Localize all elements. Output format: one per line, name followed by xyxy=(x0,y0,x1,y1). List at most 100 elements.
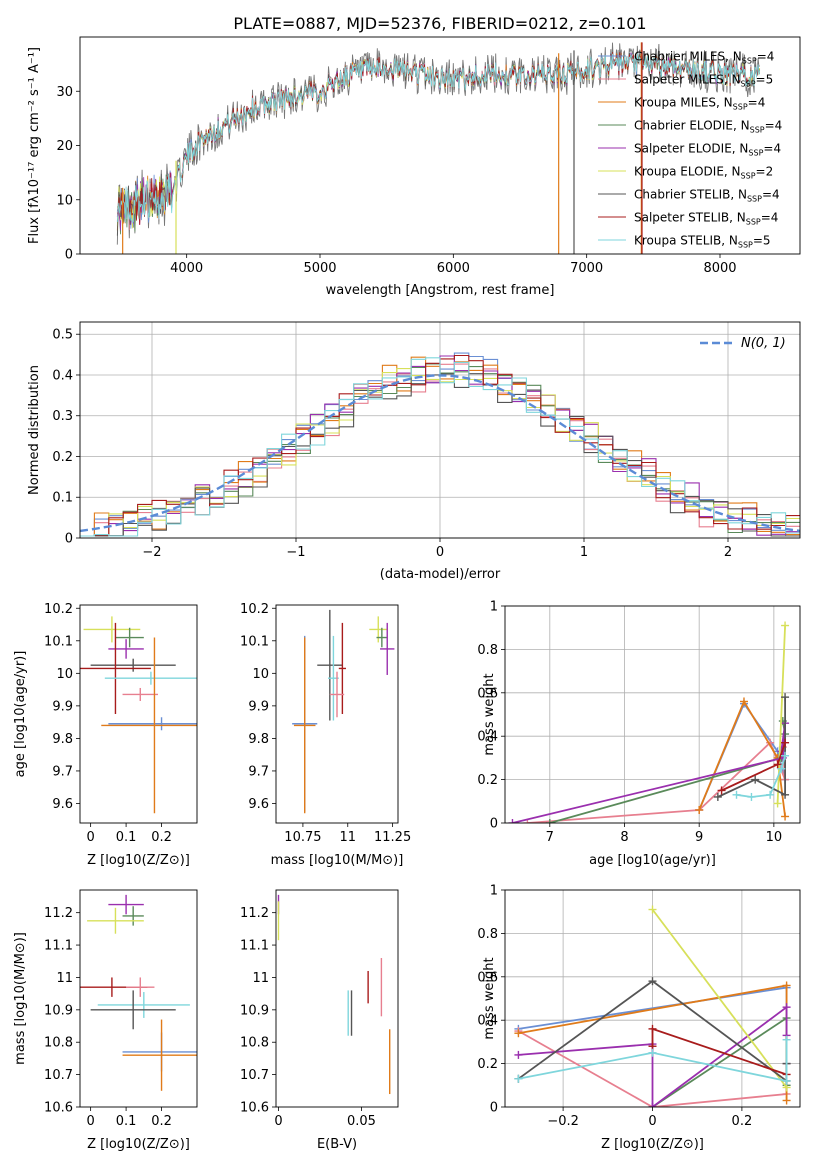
y-tick-label: 10.7 xyxy=(240,1068,269,1083)
y-tick-label: 20 xyxy=(56,139,73,154)
x-tick-label: 0.2 xyxy=(151,830,172,845)
y-tick-label: 0 xyxy=(490,1101,498,1116)
x-axis-label: Z [log10(Z/Z⊙)] xyxy=(87,1137,190,1152)
weight-line-salpeter-elodie xyxy=(518,1005,788,1107)
y-tick-label: 11.2 xyxy=(240,906,269,921)
x-axis-label: Z [log10(Z/Z⊙)] xyxy=(601,1137,704,1152)
axes-frame xyxy=(79,321,801,539)
y-tick-label: 0.2 xyxy=(477,773,498,788)
x-tick-label: 0 xyxy=(274,1114,282,1129)
legend-label: N(0, 1) xyxy=(741,336,786,351)
legend-label: Chabrier STELIB, NSSP=4 xyxy=(634,188,780,204)
legend-label: Kroupa ELODIE, NSSP=2 xyxy=(634,165,773,181)
x-tick-label: 0.1 xyxy=(116,830,137,845)
y-tick-label: 9.7 xyxy=(248,764,269,779)
x-axis-label: E(B-V) xyxy=(317,1137,357,1152)
x-tick-label: 1 xyxy=(580,545,588,560)
legend-label: Salpeter MILES, NSSP=5 xyxy=(634,73,773,89)
plot-area-weight_vs_age xyxy=(508,621,790,823)
y-tick-label: 0.4 xyxy=(477,730,498,745)
y-tick-label: 11.1 xyxy=(44,939,73,954)
x-tick-label: −2 xyxy=(142,545,161,560)
x-tick-label: 10.75 xyxy=(284,830,321,845)
y-tick-label: 11.1 xyxy=(240,939,269,954)
x-tick-label: 2 xyxy=(724,545,732,560)
axes-frame xyxy=(504,889,801,1108)
panel-age_vs_mass: 10.75 11 11.25 9.6 9.7 9.8 9.9 10 10.1 10.2 mass [… xyxy=(240,602,411,868)
y-tick-label: 0.1 xyxy=(52,491,73,506)
panel-age_vs_Z: 0 0.1 0.2 9.6 9.7 9.8 9.9 10 10.1 10.2 Z [log10(Z/… xyxy=(13,602,198,868)
panel-residual_histogram: −2 −1 0 1 2 0 0.1 0.2 0.3 0.4 0.5 (data-model)/erro… xyxy=(27,321,801,582)
y-tick-label: 0.8 xyxy=(477,643,498,658)
x-tick-label: 4000 xyxy=(170,261,203,276)
y-tick-label: 10 xyxy=(252,667,269,682)
y-tick-label: 10.9 xyxy=(240,1003,269,1018)
weight-line-kroupa-elodie xyxy=(651,908,788,1089)
y-tick-label: 10.8 xyxy=(240,1036,269,1051)
x-tick-label: 10 xyxy=(766,830,783,845)
histogram-kroupa-stelib xyxy=(80,357,800,537)
x-axis-label: wavelength [Angstrom, rest frame] xyxy=(326,283,555,298)
legend-label: Salpeter ELODIE, NSSP=4 xyxy=(634,142,781,158)
y-tick-label: 9.8 xyxy=(52,732,73,747)
x-tick-label: −0.2 xyxy=(547,1114,579,1129)
axes-frame xyxy=(79,36,801,255)
y-tick-label: 30 xyxy=(56,85,73,100)
plot-area-age_vs_Z xyxy=(80,616,197,814)
y-tick-label: 10.9 xyxy=(44,1003,73,1018)
plot-area-weight_vs_Z xyxy=(514,905,791,1107)
y-tick-label: 9.6 xyxy=(248,797,269,812)
x-tick-label: 0 xyxy=(436,545,444,560)
x-tick-label: 0.05 xyxy=(347,1114,376,1129)
axes-frame xyxy=(275,604,399,824)
x-tick-label: 0.2 xyxy=(151,1114,172,1129)
y-tick-label: 1 xyxy=(490,600,498,615)
y-tick-label: 10.8 xyxy=(44,1036,73,1051)
normal-reference-curve xyxy=(80,374,800,533)
y-axis-label: Flux [fλ10⁻¹⁷ erg cm⁻² s⁻¹ A⁻¹] xyxy=(27,47,42,244)
weight-line-kroupa-stelib xyxy=(518,1039,788,1083)
weight-line-chabrier-miles xyxy=(698,701,786,811)
panel-weight_vs_age: 7 8 9 10 0 0.2 0.4 0.6 0.8 1 age [log10(age/yr)] ma… xyxy=(477,600,801,868)
x-tick-label: 0.1 xyxy=(116,1114,137,1129)
axes-frame xyxy=(275,889,399,1108)
y-tick-label: 11 xyxy=(252,971,269,986)
y-tick-label: 0.8 xyxy=(477,927,498,942)
y-tick-label: 10.6 xyxy=(240,1101,269,1116)
x-tick-label: 8 xyxy=(620,830,628,845)
x-tick-label: −1 xyxy=(286,545,305,560)
panel-weight_vs_Z: −0.2 0 0.2 0 0.2 0.4 0.6 0.8 1 Z [log10(Z/Z⊙)] mas… xyxy=(477,884,801,1152)
plot-area-age_vs_mass xyxy=(292,609,395,814)
y-tick-label: 0 xyxy=(65,532,73,547)
panel-mass_vs_EBV: 0 0.05 10.6 10.7 10.8 10.9 11 11.1 11.2 E(B-V) xyxy=(240,889,399,1152)
x-tick-label: 0 xyxy=(86,1114,94,1129)
x-tick-label: 0 xyxy=(648,1114,656,1129)
y-tick-label: 0 xyxy=(490,817,498,832)
axes-frame xyxy=(504,605,801,824)
x-axis-label: age [log10(age/yr)] xyxy=(589,853,716,868)
y-axis-label: mass [log10(M/M⊙)] xyxy=(13,932,28,1065)
y-axis-label: age [log10(age/yr)] xyxy=(13,651,28,778)
spectrum-line-kroupa-stelib xyxy=(116,52,761,224)
x-tick-label: 8000 xyxy=(703,261,736,276)
y-tick-label: 10.1 xyxy=(44,634,73,649)
legend-label: Salpeter STELIB, NSSP=4 xyxy=(634,211,778,227)
y-tick-label: 0.4 xyxy=(477,1014,498,1029)
x-tick-label: 6000 xyxy=(437,261,470,276)
y-tick-label: 11 xyxy=(56,971,73,986)
y-tick-label: 9.8 xyxy=(248,732,269,747)
weight-line-salpeter-elodie xyxy=(512,723,786,823)
y-axis-label: mass weight xyxy=(482,673,497,755)
plot-area-residual_histogram xyxy=(80,352,800,537)
y-tick-label: 0.6 xyxy=(477,970,498,985)
y-tick-label: 10 xyxy=(56,193,73,208)
y-tick-label: 9.7 xyxy=(52,764,73,779)
y-tick-label: 0.2 xyxy=(52,450,73,465)
panel-mass_vs_Z: 0 0.1 0.2 10.6 10.7 10.8 10.9 11 11.1 11.2 Z [log1… xyxy=(13,889,198,1152)
y-tick-label: 10.2 xyxy=(240,602,269,617)
y-tick-label: 0.3 xyxy=(52,409,73,424)
plot-area-mass_vs_EBV xyxy=(277,894,391,1095)
y-tick-label: 10 xyxy=(56,667,73,682)
y-tick-label: 0.2 xyxy=(477,1057,498,1072)
x-tick-label: 11.25 xyxy=(374,830,411,845)
